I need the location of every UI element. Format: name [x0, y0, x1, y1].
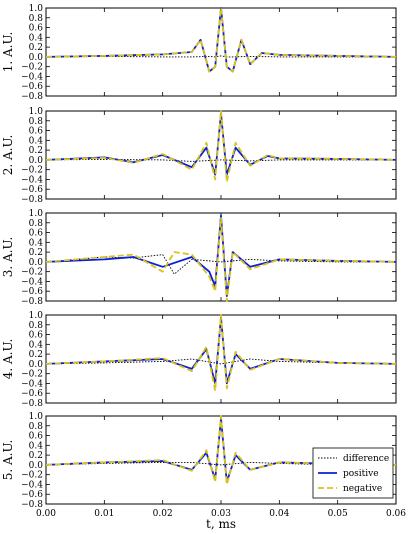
y-tick-label: 0.0 [29, 461, 44, 471]
y-tick-label: −0.8 [21, 399, 43, 409]
y-tick-label: −0.6 [21, 490, 43, 500]
x-axis-label: t, ms [206, 517, 236, 531]
y-tick-label: 0.6 [29, 331, 44, 341]
y-tick-label: 1.0 [29, 4, 44, 14]
panel-frame [45, 110, 397, 200]
panel-2: 1.00.80.60.40.20.0−0.2−0.4−0.6−0.8 2. A.U… [1, 107, 397, 205]
y-tick-label: 0.2 [29, 248, 43, 258]
y-tick-label: 0.0 [29, 360, 44, 370]
y-tick-label: 0.8 [29, 321, 44, 331]
y-axis-label: 3. A.U. [1, 237, 15, 278]
y-tick-label: 1.0 [29, 311, 44, 321]
y-tick-label: 0.8 [29, 14, 44, 24]
y-tick-label: 0.8 [29, 117, 44, 127]
x-tick-label: 0.03 [211, 509, 231, 519]
y-tick-label: −0.6 [21, 82, 43, 92]
y-tick-label: 0.0 [29, 258, 44, 268]
y-axis-label: 5. A.U. [1, 440, 15, 481]
series-negative-line [45, 314, 397, 392]
y-tick-label: −0.2 [21, 268, 43, 278]
series-difference-line [45, 254, 396, 275]
panel-1: 1.00.80.60.40.20.0−0.2−0.4−0.6−0.8 1. A.U… [1, 4, 397, 102]
y-tick-label: −0.4 [21, 72, 43, 82]
x-tick-label: 0.06 [386, 509, 406, 519]
panel-3: 1.00.80.60.40.20.0−0.2−0.4−0.6−0.8 3. A.U… [1, 209, 397, 307]
y-tick-label: −0.6 [21, 287, 43, 297]
y-tick-label: −0.8 [21, 195, 43, 205]
y-tick-label: −0.2 [21, 63, 43, 73]
y-tick-label: −0.8 [21, 297, 43, 307]
y-axis-label: 2. A.U. [1, 135, 15, 176]
panel-frame [45, 314, 397, 404]
y-tick-label: 0.0 [29, 156, 44, 166]
y-tick-label: 1.0 [29, 107, 44, 117]
x-tick-label: 0.01 [94, 509, 114, 519]
y-tick-label: −0.2 [21, 370, 43, 380]
y-tick-label: −0.4 [21, 480, 43, 490]
y-tick-label: 0.4 [29, 238, 44, 248]
series-negative-line [45, 216, 397, 302]
y-tick-label: −0.4 [21, 175, 43, 185]
y-tick-label: 0.4 [29, 33, 44, 43]
y-tick-label: 0.2 [29, 43, 43, 53]
x-tick-label: 0.02 [153, 509, 173, 519]
x-tick-label: 0.04 [269, 509, 289, 519]
y-tick-label: 0.6 [29, 229, 44, 239]
y-tick-label: 0.0 [29, 53, 44, 63]
y-tick-label: 0.4 [29, 340, 44, 350]
y-tick-label: −0.2 [21, 471, 43, 481]
y-tick-label: −0.4 [21, 277, 43, 287]
legend-label-difference: difference [343, 454, 389, 464]
panel-frame [45, 7, 397, 97]
x-tick-label: 0.05 [328, 509, 348, 519]
y-tick-label: −0.6 [21, 389, 43, 399]
y-axis-label: 1. A.U. [1, 32, 15, 73]
legend: difference positive negative [312, 447, 394, 499]
y-tick-label: 1.0 [29, 412, 44, 422]
y-tick-label: 0.2 [29, 451, 43, 461]
legend-label-negative: negative [343, 484, 382, 494]
y-tick-label: −0.8 [21, 500, 43, 510]
y-tick-label: 1.0 [29, 209, 44, 219]
series-negative-line [45, 415, 397, 486]
y-tick-label: 0.4 [29, 136, 44, 146]
series-difference-line [45, 158, 396, 162]
series-difference-line [45, 55, 396, 58]
panel-4: 1.00.80.60.40.20.0−0.2−0.4−0.6−0.8 4. A.U… [1, 311, 397, 409]
y-tick-label: −0.2 [21, 166, 43, 176]
y-tick-label: 0.6 [29, 127, 44, 137]
x-tick-label: 0.00 [36, 509, 56, 519]
y-tick-label: 0.8 [29, 422, 44, 432]
legend-label-positive: positive [343, 469, 379, 479]
y-tick-label: 0.8 [29, 219, 44, 229]
series-negative-line [45, 110, 397, 183]
series-negative-line [45, 7, 397, 73]
y-tick-label: 0.4 [29, 441, 44, 451]
series-difference-line [45, 461, 396, 466]
y-tick-label: −0.6 [21, 185, 43, 195]
y-tick-label: 0.6 [29, 24, 44, 34]
y-tick-label: 0.2 [29, 146, 43, 156]
y-tick-label: 0.2 [29, 350, 43, 360]
y-tick-label: 0.6 [29, 432, 44, 442]
y-tick-label: −0.4 [21, 379, 43, 389]
y-axis-label: 4. A.U. [1, 339, 15, 380]
y-tick-label: −0.8 [21, 92, 43, 102]
